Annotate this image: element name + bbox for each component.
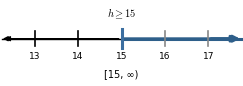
- Text: 15: 15: [116, 52, 127, 61]
- Text: 16: 16: [159, 52, 171, 61]
- Text: [15, ∞): [15, ∞): [104, 69, 139, 79]
- Text: 14: 14: [72, 52, 84, 61]
- Text: $h \geq 15$: $h \geq 15$: [107, 6, 136, 21]
- Text: 13: 13: [29, 52, 41, 61]
- Text: 17: 17: [202, 52, 214, 61]
